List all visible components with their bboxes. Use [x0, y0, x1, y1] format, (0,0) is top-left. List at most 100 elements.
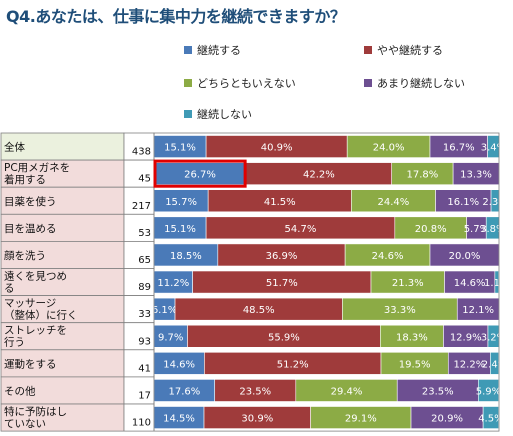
- data-label-0-series-3: 16.7%: [443, 143, 475, 154]
- data-label-7-series-0: 9.7%: [158, 332, 183, 343]
- n-value-9: 17: [138, 390, 151, 401]
- category-cell-2: [0, 186, 125, 215]
- category-label-4: 顔を洗う: [4, 249, 46, 262]
- data-label-0-series-1: 40.9%: [261, 143, 293, 154]
- data-label-1-series-2: 17.8%: [407, 170, 439, 181]
- data-label-9-series-3: 23.5%: [422, 386, 454, 397]
- data-label-5-series-4: 1.1%: [484, 278, 509, 289]
- data-label-4-series-0: 18.5%: [170, 251, 202, 262]
- n-cell-3: [123, 213, 155, 242]
- data-label-9-series-4: 5.9%: [476, 386, 501, 397]
- data-label-4-series-2: 24.6%: [372, 251, 404, 262]
- legend-swatch-1: [364, 46, 372, 54]
- highlight-box: [153, 159, 247, 188]
- data-label-10-series-1: 30.9%: [241, 414, 273, 425]
- data-label-10-series-4: 4.5%: [478, 414, 503, 425]
- data-label-2-series-0: 15.7%: [165, 197, 197, 208]
- category-cell-3: [0, 213, 125, 242]
- category-cell-1: [0, 159, 125, 188]
- data-label-3-series-2: 20.8%: [415, 224, 447, 235]
- category-label-7-line-1: 行う: [4, 336, 25, 349]
- n-value-6: 33: [138, 309, 151, 320]
- data-label-7-series-2: 18.3%: [396, 332, 428, 343]
- data-label-4-series-3: 20.0%: [449, 251, 481, 262]
- legend-label-4: 継続しない: [197, 108, 252, 121]
- legend-label-0: 継続する: [197, 44, 241, 57]
- data-label-4-series-1: 36.9%: [266, 251, 298, 262]
- plot-frame: [153, 132, 500, 432]
- category-label-3: 目を温める: [4, 223, 57, 235]
- data-label-7-series-3: 12.9%: [450, 332, 482, 343]
- data-label-5-series-1: 51.7%: [266, 278, 298, 289]
- legend-label-3: あまり継続しない: [377, 77, 465, 90]
- data-label-6-series-2: 33.3%: [384, 305, 416, 316]
- category-label-1-line-1: 着用する: [4, 173, 46, 186]
- data-label-0-series-0: 15.1%: [164, 143, 196, 154]
- data-label-5-series-0: 11.2%: [157, 278, 189, 289]
- data-label-1-series-3: 13.3%: [460, 170, 492, 181]
- legend-item-2: どちらともいえない: [184, 76, 296, 90]
- category-cell-6: [0, 295, 125, 324]
- data-label-1-series-0: 26.7%: [184, 170, 216, 181]
- data-label-10-series-0: 14.5%: [163, 414, 195, 425]
- category-label-5-line-0: 遠くを見つめ: [4, 270, 67, 283]
- category-label-6-line-0: マッサージ: [4, 298, 56, 310]
- n-value-8: 41: [138, 363, 151, 374]
- category-label-1-line-0: PC用メガネを: [4, 162, 70, 174]
- data-label-3-series-3: 5.7%: [464, 224, 489, 235]
- n-value-4: 65: [138, 255, 151, 266]
- data-label-8-series-1: 51.2%: [277, 359, 309, 370]
- data-label-0-series-2: 24.0%: [373, 143, 405, 154]
- category-label-8: 運動をする: [4, 357, 57, 370]
- legend-label-1: やや継続する: [377, 44, 443, 57]
- category-label-2: 目薬を使う: [4, 195, 57, 208]
- legend-swatch-3: [364, 79, 372, 87]
- legend-item-3: あまり継続しない: [364, 76, 465, 90]
- legend-swatch-0: [184, 46, 192, 54]
- data-label-6-series-1: 48.5%: [243, 305, 275, 316]
- data-label-9-series-2: 29.4%: [331, 386, 363, 397]
- data-label-8-series-2: 19.5%: [399, 359, 431, 370]
- category-cell-5: [0, 268, 125, 297]
- data-label-5-series-3: 14.6%: [454, 278, 486, 289]
- legend-swatch-2: [184, 79, 192, 87]
- legend-label-2: どちらともいえない: [197, 77, 296, 90]
- data-label-7-series-1: 55.9%: [268, 332, 300, 343]
- data-label-10-series-3: 20.9%: [431, 414, 463, 425]
- data-label-2-series-1: 41.5%: [264, 197, 296, 208]
- data-label-2-series-3: 16.1%: [447, 197, 479, 208]
- chart-title: Q4.あなたは、仕事に集中力を継続できますか？: [6, 7, 346, 26]
- data-label-9-series-0: 17.6%: [168, 386, 200, 397]
- data-label-1-series-1: 42.2%: [303, 170, 335, 181]
- data-label-8-series-0: 14.6%: [163, 359, 195, 370]
- n-value-2: 217: [132, 201, 151, 212]
- n-value-10: 110: [132, 418, 151, 429]
- data-label-7-series-4: 3.2%: [481, 332, 506, 343]
- n-value-0: 438: [132, 147, 151, 158]
- data-label-8-series-3: 12.2%: [453, 359, 485, 370]
- category-label-6-line-1: （整体）に行く: [4, 309, 78, 322]
- legend-item-0: 継続する: [184, 43, 241, 57]
- data-label-2-series-4: 2.3%: [482, 197, 507, 208]
- n-value-1: 45: [138, 174, 151, 185]
- category-label-0: 全体: [4, 141, 25, 154]
- n-value-7: 93: [138, 336, 151, 347]
- category-cell-0: [0, 132, 125, 161]
- data-label-5-series-2: 21.3%: [392, 278, 424, 289]
- legend-swatch-4: [184, 110, 192, 118]
- data-label-3-series-1: 54.7%: [285, 224, 317, 235]
- data-label-0-series-4: 3.4%: [481, 143, 506, 154]
- category-cell-8: [0, 349, 125, 378]
- data-label-9-series-1: 23.5%: [239, 386, 271, 397]
- data-label-3-series-0: 15.1%: [164, 224, 196, 235]
- n-value-5: 89: [138, 282, 151, 293]
- data-label-6-series-0: 6.1%: [152, 305, 177, 316]
- category-label-9: その他: [4, 384, 36, 397]
- category-label-10-line-0: 特に予防はし: [4, 405, 67, 418]
- category-label-5-line-1: る: [4, 283, 15, 295]
- category-cell-7: [0, 322, 125, 351]
- category-cell-10: [0, 403, 125, 432]
- n-value-3: 53: [138, 228, 151, 239]
- legend-item-1: やや継続する: [364, 43, 443, 57]
